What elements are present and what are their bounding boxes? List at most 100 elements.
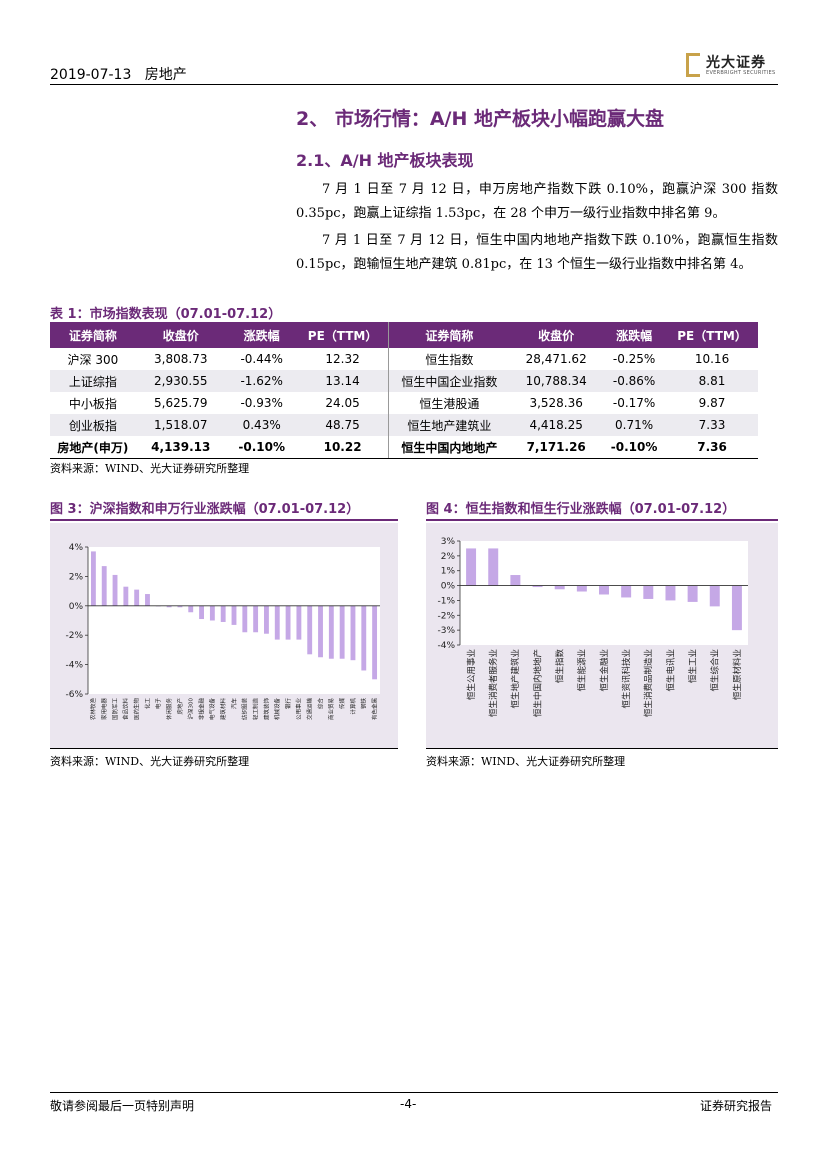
bar: [731, 585, 742, 631]
chart4-panel: 3% 2% 1% 0% -1% -2% -3% -4% 恒生公用事业 恒生消费者服务业 恒生地产建筑…: [426, 523, 778, 748]
header-date-section: 2019-07-13 房地产: [50, 64, 187, 84]
x-tick-label: 医药生物: [133, 698, 141, 721]
bar: [372, 605, 378, 680]
table-cell: -0.44%: [240, 352, 283, 366]
chart4-svg: 3% 2% 1% 0% -1% -2% -3% -4% 恒生公用事业 恒生消费者服务业 恒生地产建筑…: [437, 537, 748, 717]
chart4-title: 图 4：恒生指数和恒生行业涨跌幅（07.01-07.12）: [426, 502, 736, 517]
x-tick-label: 有色金属: [370, 698, 378, 720]
table-cell: 24.05: [297, 392, 389, 414]
x-tick-label: 休闲服务: [165, 698, 173, 721]
bar: [274, 605, 280, 640]
x-tick-label: 恒生能源业: [577, 649, 588, 692]
bar: [220, 605, 226, 622]
table-cell: -0.17%: [612, 396, 656, 410]
table-cell: 1,518.07: [135, 414, 226, 436]
x-tick-label: 恒生综合业: [710, 649, 721, 692]
page-number: -4-: [400, 1097, 417, 1111]
chart3-source: 资料来源：WIND、光大证券研究所整理: [50, 755, 250, 768]
table-cell: 12.32: [297, 348, 389, 370]
y-tick-label: -6%: [65, 690, 83, 700]
x-tick-label: 钢铁: [360, 698, 368, 710]
table-cell: -0.10%: [602, 436, 667, 459]
x-tick-label: 传媒: [338, 698, 346, 710]
x-tick-label: 交通运输: [306, 698, 314, 721]
report-section: 房地产: [144, 67, 187, 83]
bar: [264, 605, 269, 634]
bar: [231, 605, 237, 625]
x-tick-label: 恒生资讯科技业: [621, 649, 632, 709]
x-tick-label: 房地产: [176, 698, 184, 715]
bar: [188, 605, 194, 613]
bar: [328, 605, 334, 659]
table-cell: 13.14: [297, 370, 389, 392]
x-tick-label: 恒生工业: [687, 649, 698, 683]
x-tick-label: 恒生消费品制造业: [643, 649, 654, 717]
bar: [318, 605, 323, 658]
table-cell: 恒生指数: [425, 352, 474, 367]
chart3-panel: 4% 2% 0% -2% -4% -6% 农林牧渔 家用电器 国防军工 食品饮料 医药生物 化工 电子休…: [50, 523, 398, 748]
bar: [101, 566, 107, 606]
chart3-title-rule: [50, 519, 398, 521]
table-header: PE（TTM）: [666, 322, 758, 348]
table-header: 涨跌幅: [602, 322, 667, 348]
table-cell: 7.33: [666, 414, 758, 436]
paragraph-1: 7 月 1 日至 7 月 12 日，申万房地产指数下跌 0.10%，跑赢沪深 3…: [296, 182, 778, 221]
footer-disclaimer: 敬请参阅最后一页特别声明: [50, 1099, 195, 1113]
bar: [361, 605, 367, 671]
table-header-row: 证券简称 收盘价 涨跌幅 PE（TTM） 证券简称 收盘价 涨跌幅 PE（TTM…: [50, 322, 758, 348]
table-cell: 中小板指: [68, 396, 117, 411]
bar: [488, 548, 499, 586]
table-row: 房地产(申万) 4,139.13 -0.10% 10.22 恒生中国内地地产 7…: [50, 436, 758, 459]
table-cell: 10,788.34: [510, 370, 603, 392]
x-tick-label: 恒生消费者服务业: [488, 649, 499, 717]
logo-subtext: EVERBRIGHT SECURITIES: [706, 70, 776, 76]
table-row: 沪深 300 3,808.73 -0.44% 12.32 恒生指数 28,471…: [50, 348, 758, 370]
table-source: 资料来源：WIND、光大证券研究所整理: [50, 462, 250, 475]
x-tick-label: 国防军工: [111, 698, 119, 721]
table-cell: 2,930.55: [135, 370, 226, 392]
y-tick-label: -4%: [437, 641, 455, 651]
table-cell: -0.25%: [612, 352, 656, 366]
table-cell: 4,418.25: [510, 414, 603, 436]
bar: [209, 605, 215, 621]
bar: [134, 589, 140, 606]
company-logo: 光大证券 EVERBRIGHT SECURITIES: [686, 52, 781, 82]
bar: [166, 605, 172, 608]
table-cell: 8.81: [666, 370, 758, 392]
y-tick-label: -4%: [65, 661, 83, 671]
table-cell: 3,808.73: [154, 352, 208, 366]
x-tick-label: 计算机: [349, 698, 357, 715]
y-tick-label: -1%: [437, 596, 455, 606]
table-cell: 恒生中国内地地产: [388, 436, 511, 459]
paragraph-2: 7 月 1 日至 7 月 12 日，恒生中国内地地产指数下跌 0.10%，跑赢恒…: [296, 233, 778, 272]
y-tick-label: -2%: [65, 631, 83, 641]
y-tick-label: 4%: [69, 543, 84, 553]
y-tick-label: 0%: [69, 602, 84, 612]
bar: [599, 585, 609, 595]
y-tick-label: 2%: [441, 552, 456, 562]
table-header: 收盘价: [135, 322, 226, 348]
x-tick-label: 恒生指数: [555, 649, 566, 684]
table-cell: 10.16: [694, 352, 730, 366]
bar: [285, 605, 291, 640]
table-cell: 5,625.79: [154, 396, 208, 410]
bar: [253, 605, 259, 633]
table-cell: 7,171.26: [510, 436, 603, 459]
bar: [687, 585, 698, 602]
bar: [554, 585, 565, 590]
table-cell: 7.36: [666, 436, 758, 459]
table-header: PE（TTM）: [297, 322, 389, 348]
report-date: 2019-07-13: [50, 67, 132, 83]
table-cell: 48.75: [297, 414, 389, 436]
x-tick-label: 建筑装饰: [262, 698, 270, 721]
x-tick-label: 电子: [154, 698, 162, 710]
bar: [576, 585, 587, 592]
table-cell: 沪深 300: [67, 352, 119, 367]
table-cell: 上证综指: [50, 370, 136, 392]
table-header: 证券简称: [50, 322, 136, 348]
x-tick-label: 恒生中国内地地产: [532, 649, 543, 717]
x-tick-label: 化工: [143, 698, 151, 710]
logo-mark-icon: [686, 53, 700, 77]
x-tick-label: 恒生金融业: [599, 649, 610, 692]
x-tick-label: 公用事业: [295, 698, 303, 721]
